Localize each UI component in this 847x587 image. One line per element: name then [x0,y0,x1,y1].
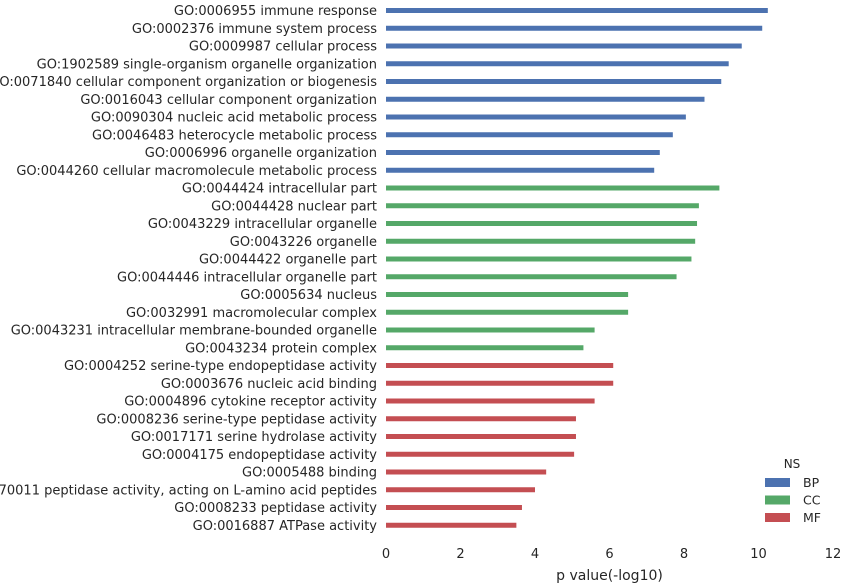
bar-mf [386,487,535,493]
bar-mf [386,469,547,475]
legend-swatch-bp [765,478,790,487]
category-label: GO:1902589 single-organism organelle org… [37,57,377,72]
x-tick-label: 8 [680,547,688,562]
category-label: GO:0008233 peptidase activity [174,501,377,516]
legend-label-mf: MF [803,510,821,525]
category-label: GO:0032991 macromolecular complex [126,306,377,321]
bar-cc [386,327,595,333]
category-label: GO:0004175 endopeptidase activity [142,448,377,463]
category-label: GO:0044260 cellular macromolecule metabo… [16,164,377,179]
category-label: GO:0003676 nucleic acid binding [161,377,377,392]
category-label: GO:0005488 binding [242,466,377,481]
category-label: GO:0006955 immune response [174,4,377,19]
legend-label-cc: CC [803,493,821,508]
bar-mf [386,380,614,386]
bar-cc [386,274,677,280]
legend: NS BP CC MF [765,457,821,525]
legend-swatch-cc [765,495,790,505]
bar-bp [386,8,768,13]
bar-bp [386,61,729,67]
bar-mf [386,416,576,422]
category-label: GO:0005634 nucleus [240,288,377,303]
category-label: GO:0009987 cellular process [189,40,377,55]
bar-cc [386,345,584,351]
x-tick-label: 2 [456,547,464,562]
x-tick-label: 4 [531,547,539,562]
bar-mf [386,522,517,528]
category-label: GO:0002376 immune system process [132,22,377,37]
legend-entries: BP CC MF [765,475,821,525]
bar-bp [386,150,660,155]
category-label: GO:0044422 organelle part [199,253,377,268]
bar-bp [386,167,655,173]
bar-mf [386,434,576,439]
x-tick-label: 12 [825,547,842,562]
bar-bp [386,132,673,138]
category-label: GO:0004252 serine-type endopeptidase act… [64,359,377,374]
bar-cc [386,238,696,244]
bar-bp [386,43,742,49]
category-label: GO:0044424 intracellular part [182,182,377,197]
bar-bp [386,114,686,120]
category-label: GO:0016043 cellular component organizati… [80,93,377,108]
bar-cc [386,185,720,191]
bar-bp [386,96,705,102]
category-label: GO:0044428 nuclear part [211,199,377,214]
x-tick-label: 6 [605,547,613,562]
legend-title: NS [784,457,801,471]
bar-cc [386,309,629,315]
category-label: GO:0016887 ATPase activity [193,519,378,534]
category-label: GO:0043229 intracellular organelle [148,217,377,232]
category-label: GO:0044446 intracellular organelle part [117,270,377,285]
bar-bp [386,79,722,84]
category-labels: GO:0006955 immune response GO:0002376 imm… [0,4,377,534]
bar-mf [386,398,595,404]
bar-cc [386,292,629,297]
bar-cc [386,256,692,262]
bar-mf [386,363,614,368]
x-tick-label: 10 [750,547,767,562]
bar-bp [386,25,763,31]
category-label: GO:0046483 heterocycle metabolic process [92,128,377,143]
category-label: GO:0006996 organelle organization [145,146,377,161]
category-label: GO:0043231 intracellular membrane-bounde… [11,324,377,339]
x-tick-label: 0 [382,547,390,562]
category-label: GO:0017171 serine hydrolase activity [131,430,377,445]
bar-mf [386,505,522,510]
legend-label-bp: BP [803,475,820,490]
category-label: GO:0071840 cellular component organizati… [0,75,377,90]
bar-group [386,8,768,528]
category-label: GO:0043234 protein complex [185,341,377,356]
bar-cc [386,203,699,209]
bar-cc [386,221,698,226]
bar-mf [386,451,575,457]
x-axis-ticks: 0 2 4 6 8 10 12 [382,547,841,562]
category-label: GO:0008236 serine-type peptidase activit… [96,412,377,427]
category-label: GO:0004896 cytokine receptor activity [124,395,377,410]
category-label: GO:0070011 peptidase activity, acting on… [0,483,377,498]
category-label: GO:0090304 nucleic acid metabolic proces… [91,111,377,126]
legend-swatch-mf [765,513,790,522]
category-label: GO:0043226 organelle [230,235,377,250]
x-axis-label: p value(-log10) [556,568,663,584]
